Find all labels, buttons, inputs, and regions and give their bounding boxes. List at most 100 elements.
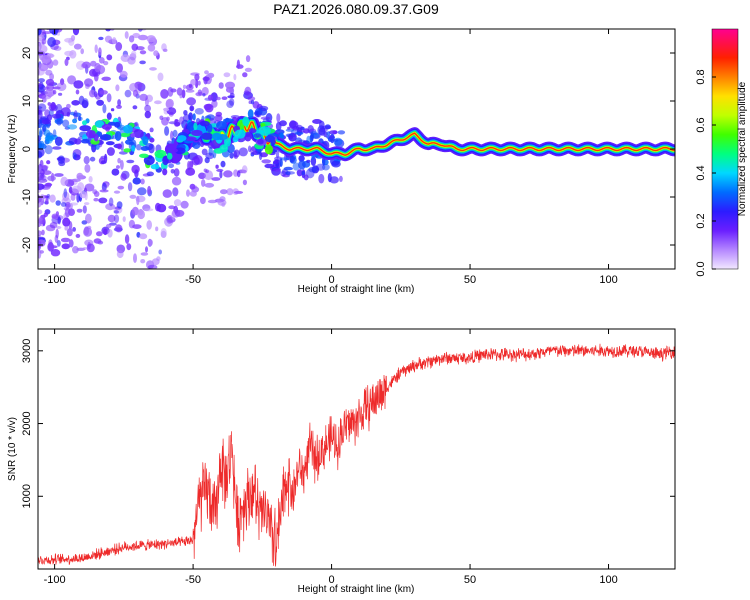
heatmap-blob: [64, 58, 69, 66]
spectrogram-y-label: Frequency (Hz): [7, 115, 18, 184]
heatmap-blob: [163, 107, 170, 112]
heatmap-blob: [288, 134, 294, 140]
heatmap-blob: [183, 110, 188, 116]
heatmap-blob: [117, 185, 125, 190]
heatmap-blob: [162, 48, 168, 52]
heatmap-blob: [93, 91, 98, 98]
heatmap-blob: [57, 32, 60, 36]
heatmap-blob: [132, 32, 140, 39]
heatmap-blob: [38, 29, 42, 36]
heatmap-blob: [55, 200, 61, 206]
heatmap-blob: [253, 111, 259, 116]
heatmap-blob: [258, 151, 263, 161]
snr-x-label: Height of straight line (km): [298, 584, 415, 595]
heatmap-blob: [120, 159, 124, 170]
snr-y-tick-label: 2000: [21, 411, 33, 435]
heatmap-blob: [94, 44, 98, 53]
heatmap-blob: [38, 82, 42, 88]
snr-x-tick-label: 0: [329, 574, 335, 586]
heatmap-blob: [49, 73, 54, 81]
heatmap-core-blob: [224, 137, 231, 147]
heatmap-blob: [220, 160, 226, 168]
heatmap-blob: [219, 170, 223, 179]
heatmap-blob: [274, 156, 283, 161]
heatmap-blob: [298, 160, 306, 170]
heatmap-core-blob: [166, 147, 178, 154]
heatmap-blob: [68, 239, 74, 248]
heatmap-blob: [77, 18, 85, 24]
heatmap-blob: [124, 234, 130, 244]
heatmap-core-blob: [174, 147, 186, 155]
heatmap-blob: [63, 188, 68, 198]
heatmap-blob: [201, 179, 206, 187]
heatmap-core-blob: [206, 123, 213, 133]
heatmap-blob: [139, 60, 146, 65]
heatmap-blob: [202, 93, 206, 97]
heatmap-core-blob: [123, 148, 132, 153]
heatmap-core-blob: [191, 129, 203, 137]
heatmap-blob: [201, 148, 208, 156]
heatmap-blob: [98, 197, 108, 204]
heatmap-blob: [38, 172, 45, 180]
snr-x-tick-label: -50: [185, 574, 201, 586]
heatmap-blob: [221, 96, 228, 100]
heatmap-blob: [106, 112, 112, 120]
spectrogram-y-tick-label: 0: [21, 146, 33, 152]
heatmap-blob: [132, 224, 142, 230]
heatmap-blob: [88, 18, 93, 27]
heatmap-blob: [331, 160, 341, 168]
heatmap-blob: [242, 72, 248, 78]
heatmap-blob: [160, 89, 169, 99]
heatmap-core-blob: [101, 124, 112, 130]
heatmap-blob: [54, 234, 59, 243]
heatmap-blob: [146, 220, 152, 230]
heatmap-blob: [72, 227, 76, 232]
heatmap-blob: [129, 82, 139, 92]
heatmap-blob: [185, 89, 195, 93]
heatmap-blob: [294, 131, 304, 135]
heatmap-blob: [180, 200, 189, 209]
heatmap-blob: [115, 42, 123, 51]
heatmap-blob: [83, 227, 93, 237]
heatmap-blob: [38, 109, 41, 115]
heatmap-blob: [98, 47, 102, 56]
heatmap-blob: [76, 193, 80, 203]
heatmap-blob: [244, 86, 252, 97]
heatmap-blob: [82, 16, 89, 25]
heatmap-blob: [66, 228, 73, 237]
heatmap-blob: [132, 89, 139, 97]
heatmap-core-blob: [259, 126, 271, 136]
heatmap-blob: [52, 89, 57, 95]
heatmap-core-blob: [257, 138, 264, 145]
heatmap-blob: [197, 89, 203, 96]
heatmap-blob: [84, 183, 95, 192]
heatmap-blob: [89, 156, 96, 162]
heatmap-blob: [211, 177, 221, 181]
heatmap-blob: [207, 94, 213, 101]
heatmap-blob: [117, 99, 121, 107]
heatmap-blob: [44, 135, 55, 142]
heatmap-core-blob: [105, 141, 115, 146]
heatmap-blob: [165, 98, 174, 109]
heatmap-blob: [116, 63, 123, 73]
heatmap-blob: [52, 146, 62, 150]
heatmap-blob: [139, 50, 147, 55]
heatmap-blob: [147, 185, 152, 195]
heatmap-blob: [136, 19, 145, 27]
heatmap-blob: [56, 20, 61, 23]
colorbar-tick-label: 0.0: [695, 261, 707, 276]
heatmap-blob: [279, 157, 290, 161]
snr-y-tick-label: 1000: [21, 484, 33, 508]
heatmap-blob: [105, 29, 111, 32]
heatmap-blob: [166, 116, 170, 122]
heatmap-blob: [70, 193, 76, 201]
heatmap-blob: [42, 19, 49, 22]
heatmap-core-blob: [185, 136, 197, 142]
heatmap-blob: [339, 175, 343, 182]
heatmap-blob: [52, 59, 59, 66]
heatmap-blob: [211, 100, 218, 108]
heatmap-blob: [242, 179, 247, 186]
heatmap-blob: [103, 228, 108, 236]
